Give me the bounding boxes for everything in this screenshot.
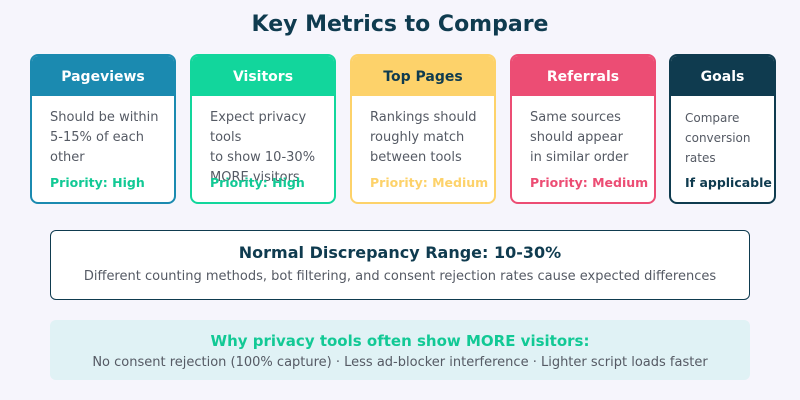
metric-card-top-pages: Top Pages Rankings should roughly match … — [350, 54, 496, 204]
discrepancy-range-title: Normal Discrepancy Range: 10-30% — [238, 243, 562, 262]
card-header: Goals — [671, 56, 774, 96]
metric-card-goals: Goals Compare conversion rates If applic… — [669, 54, 776, 204]
card-header: Pageviews — [32, 56, 174, 96]
card-description: Rankings should roughly match between to… — [370, 110, 477, 165]
card-priority: Priority: High — [50, 175, 145, 190]
card-description: Should be within 5-15% of each other — [50, 110, 159, 165]
privacy-tools-note-title: Why privacy tools often show MORE visito… — [210, 332, 590, 350]
card-priority: Priority: Medium — [530, 175, 649, 190]
privacy-tools-note-box: Why privacy tools often show MORE visito… — [50, 320, 750, 380]
card-header: Visitors — [192, 56, 334, 96]
discrepancy-range-subtitle: Different counting methods, bot filterin… — [83, 269, 717, 284]
card-description: Same sources should appear in similar or… — [530, 110, 629, 165]
metric-card-visitors: Visitors Expect privacy tools to show 10… — [190, 54, 336, 204]
metric-card-pageviews: Pageviews Should be within 5-15% of each… — [30, 54, 176, 204]
card-description: Compare conversion rates — [685, 111, 751, 165]
card-priority: Priority: Medium — [370, 175, 489, 190]
card-header: Referrals — [512, 56, 654, 96]
privacy-tools-note-subtitle: No consent rejection (100% capture) · Le… — [92, 355, 708, 370]
card-header: Top Pages — [352, 56, 494, 96]
card-description: Expect privacy tools to show 10-30% MORE… — [210, 110, 316, 185]
page-title: Key Metrics to Compare — [251, 12, 549, 37]
card-priority: If applicable — [685, 175, 772, 190]
discrepancy-range-box: Normal Discrepancy Range: 10-30% Differe… — [50, 230, 750, 300]
card-priority: Priority: High — [210, 175, 305, 190]
metric-card-referrals: Referrals Same sources should appear in … — [510, 54, 656, 204]
